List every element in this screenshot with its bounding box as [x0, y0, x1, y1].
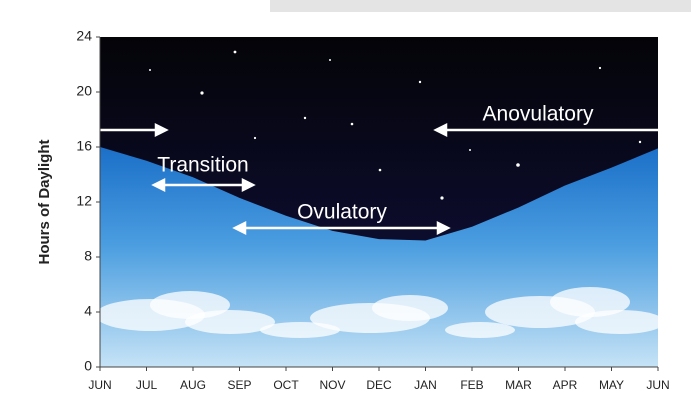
x-tick-label: OCT — [273, 378, 299, 392]
window-strip — [270, 0, 691, 12]
y-tick-label: 12 — [76, 193, 92, 209]
x-tick-label: FEB — [460, 378, 483, 392]
y-tick-label: 16 — [76, 138, 92, 154]
cloud — [260, 322, 340, 338]
x-tick-label: DEC — [366, 378, 392, 392]
x-tick-label: APR — [553, 378, 578, 392]
annotation: Ovulatory — [297, 201, 387, 224]
chart: Hours of Daylight Anovulatory Transition… — [0, 0, 691, 412]
y-tick-label: 8 — [84, 248, 92, 264]
y-tick-label: 20 — [76, 83, 92, 99]
x-tick-label: AUG — [180, 378, 206, 392]
cloud — [372, 295, 448, 321]
x-tick-label: MAR — [505, 378, 532, 392]
annotation: Transition — [157, 154, 248, 177]
x-tick-label: MAY — [599, 378, 624, 392]
x-tick-label: NOV — [319, 378, 345, 392]
y-tick-label: 0 — [84, 358, 92, 374]
cloud — [575, 310, 665, 334]
annotation: Anovulatory — [483, 103, 594, 126]
x-tick-label: JUL — [136, 378, 158, 392]
x-tick-label: JUN — [88, 378, 111, 392]
y-tick-label: 24 — [76, 28, 92, 44]
cloud — [445, 322, 515, 338]
y-tick-label: 4 — [84, 303, 92, 319]
x-tick-label: JUN — [646, 378, 669, 392]
y-axis-label: Hours of Daylight — [36, 139, 53, 264]
x-tick-label: SEP — [227, 378, 251, 392]
x-tick-label: JAN — [414, 378, 437, 392]
